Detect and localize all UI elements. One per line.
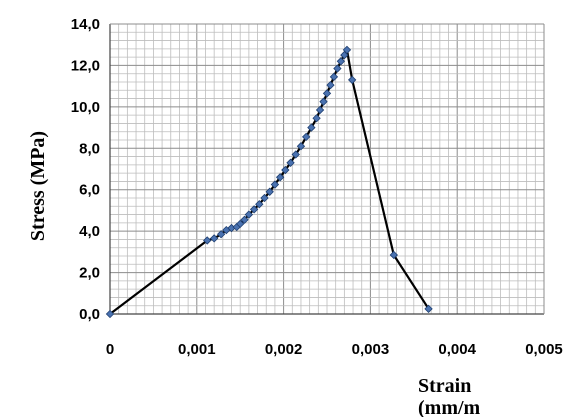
chart-grid xyxy=(109,23,545,315)
data-point xyxy=(236,219,245,229)
data-point xyxy=(315,105,325,115)
x-tick-label: 0,003 xyxy=(352,341,390,358)
data-point xyxy=(329,72,339,81)
series-markers xyxy=(105,45,433,319)
data-point xyxy=(342,45,352,55)
y-tick-label: 6,0 xyxy=(79,182,100,199)
data-point xyxy=(265,187,274,196)
data-point xyxy=(296,142,306,151)
x-tick-label: 0,002 xyxy=(265,341,303,358)
data-point xyxy=(326,80,335,90)
x-axis-title-line2: (mm/m xyxy=(418,397,481,417)
data-point xyxy=(286,158,295,167)
data-point xyxy=(209,234,219,243)
data-point xyxy=(281,165,290,175)
data-point xyxy=(302,132,311,142)
data-point xyxy=(270,180,280,189)
data-point xyxy=(249,205,259,214)
y-tick-labels: 0,0 2,0 4,0 6,0 8,0 10,0 12,0 14,0 xyxy=(71,16,100,323)
data-point xyxy=(333,64,342,73)
x-tick-labels: 0 0,001 0,002 0,003 0,004 0,005 xyxy=(106,341,563,358)
x-tick-label: 0,001 xyxy=(178,341,216,358)
data-point xyxy=(244,210,254,219)
y-tick-label: 8,0 xyxy=(79,140,100,157)
data-point xyxy=(424,304,433,313)
y-tick-label: 14,0 xyxy=(71,16,100,33)
data-point xyxy=(389,250,399,260)
data-point xyxy=(255,200,264,209)
x-axis-title-line1: Strain xyxy=(418,375,471,397)
y-tick-label: 2,0 xyxy=(79,265,100,282)
data-point xyxy=(291,150,300,159)
x-tick-label: 0,004 xyxy=(438,341,476,358)
series-line xyxy=(109,48,430,315)
y-tick-label: 10,0 xyxy=(71,99,100,116)
data-point xyxy=(319,97,328,106)
data-point xyxy=(312,114,321,123)
data-point xyxy=(216,230,226,239)
chart-axes xyxy=(109,23,545,315)
data-point xyxy=(322,89,332,98)
data-point xyxy=(105,309,115,319)
x-tick-label: 0,005 xyxy=(525,341,563,358)
data-point xyxy=(340,50,349,60)
data-point xyxy=(203,236,212,245)
y-tick-label: 4,0 xyxy=(79,223,100,240)
data-point xyxy=(348,75,357,85)
data-point xyxy=(240,215,249,224)
data-point xyxy=(260,193,269,203)
y-tick-label: 12,0 xyxy=(71,57,100,74)
y-axis-title: Stress (MPa) xyxy=(27,131,49,241)
data-point xyxy=(275,173,285,182)
x-tick-label: 0 xyxy=(106,341,114,358)
y-tick-label: 0,0 xyxy=(79,306,100,323)
data-point xyxy=(336,57,346,66)
data-point xyxy=(307,123,316,132)
